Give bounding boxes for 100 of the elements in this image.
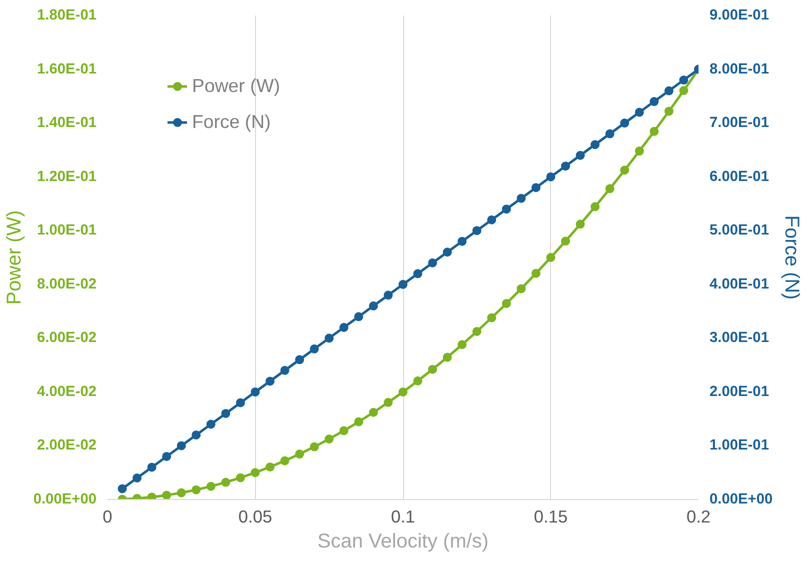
point [576, 220, 585, 229]
y-tick-label: 1.00E-01 [37, 222, 96, 239]
point [192, 430, 201, 440]
point [236, 473, 245, 482]
y2-tick-label: 8.00E-01 [710, 61, 769, 78]
point [118, 484, 127, 494]
point [546, 253, 556, 262]
point [295, 450, 304, 459]
point [561, 162, 570, 171]
y-axis-title: Power (W) [3, 210, 26, 305]
point [176, 488, 186, 498]
point [502, 298, 511, 308]
point [310, 344, 319, 354]
y2-tick-label: 4.00E-01 [710, 276, 769, 292]
point [458, 236, 467, 246]
x-tick-label: 0.15 [534, 506, 568, 526]
point [280, 456, 290, 466]
point [502, 204, 511, 214]
point [664, 106, 674, 116]
point [236, 398, 245, 408]
point [368, 408, 378, 417]
point [206, 482, 216, 491]
point [192, 485, 201, 494]
point [650, 126, 659, 136]
point [221, 478, 230, 487]
y2-tick-label: 2.00E-01 [710, 384, 769, 400]
y2-tick-label: 1.00E-01 [710, 438, 769, 454]
point [280, 366, 290, 375]
legend-label: Force (N) [192, 111, 271, 133]
y-tick-label: 2.00E-02 [37, 438, 96, 454]
point [679, 86, 688, 96]
point [576, 150, 585, 160]
point [206, 420, 216, 429]
point [295, 355, 304, 364]
point [664, 86, 674, 96]
point [162, 452, 172, 461]
point [176, 441, 186, 450]
point [354, 312, 364, 322]
y2-tick-label: 0.00E+00 [710, 492, 773, 508]
point [472, 326, 482, 336]
point [487, 215, 496, 224]
point [324, 334, 334, 343]
y-tick-label: 6.00E-02 [37, 330, 96, 346]
point [620, 118, 630, 128]
point [339, 426, 348, 436]
y-tick-label: 1.80E-01 [37, 8, 96, 24]
point [339, 322, 348, 332]
point [516, 284, 526, 294]
point [546, 172, 556, 182]
point [162, 490, 172, 500]
point [620, 166, 630, 175]
point [634, 146, 644, 156]
point [384, 290, 393, 300]
point [442, 352, 452, 362]
point [428, 364, 438, 374]
y2-tick-label: 3.00E-01 [710, 330, 769, 346]
y-tick-label: 1.40E-01 [37, 115, 96, 132]
point [368, 301, 378, 310]
legend-label: Power (W) [192, 75, 280, 97]
x-tick-label: 0 [102, 506, 112, 526]
point [605, 129, 614, 138]
point [310, 442, 319, 452]
point [531, 268, 540, 278]
x-tick-label: 0.05 [238, 506, 272, 526]
x-axis-title: Scan Velocity (m/s) [317, 530, 489, 552]
y-tick-label: 8.00E-02 [37, 276, 96, 292]
y2-tick-label: 5.00E-01 [710, 222, 769, 239]
point [516, 194, 526, 203]
point [590, 202, 600, 212]
point [266, 376, 275, 386]
y-tick-label: 0.00E+00 [33, 492, 97, 508]
point [413, 269, 422, 278]
point [250, 387, 260, 396]
y2-axis-title: Force (N) [780, 215, 803, 300]
y-tick-label: 1.60E-01 [37, 61, 96, 78]
point [147, 492, 156, 500]
point [590, 140, 600, 150]
point [605, 184, 614, 194]
point [428, 258, 438, 268]
point [458, 340, 467, 350]
point [221, 408, 230, 418]
y2-tick-label: 7.00E-01 [710, 115, 769, 132]
x-tick-label: 0.2 [686, 506, 711, 526]
point [650, 97, 659, 106]
point [531, 183, 540, 192]
point [413, 376, 422, 386]
point [398, 387, 408, 396]
point [250, 468, 260, 478]
point [398, 280, 408, 289]
y-tick-label: 1.20E-01 [37, 168, 96, 185]
point [384, 398, 393, 407]
point [132, 473, 142, 482]
point [442, 248, 452, 257]
point [634, 108, 644, 117]
x-tick-label: 0.1 [390, 506, 416, 526]
point [561, 236, 570, 246]
point [266, 462, 275, 472]
y-tick-label: 4.00E-02 [37, 384, 96, 400]
point [472, 226, 482, 236]
point [354, 417, 364, 426]
